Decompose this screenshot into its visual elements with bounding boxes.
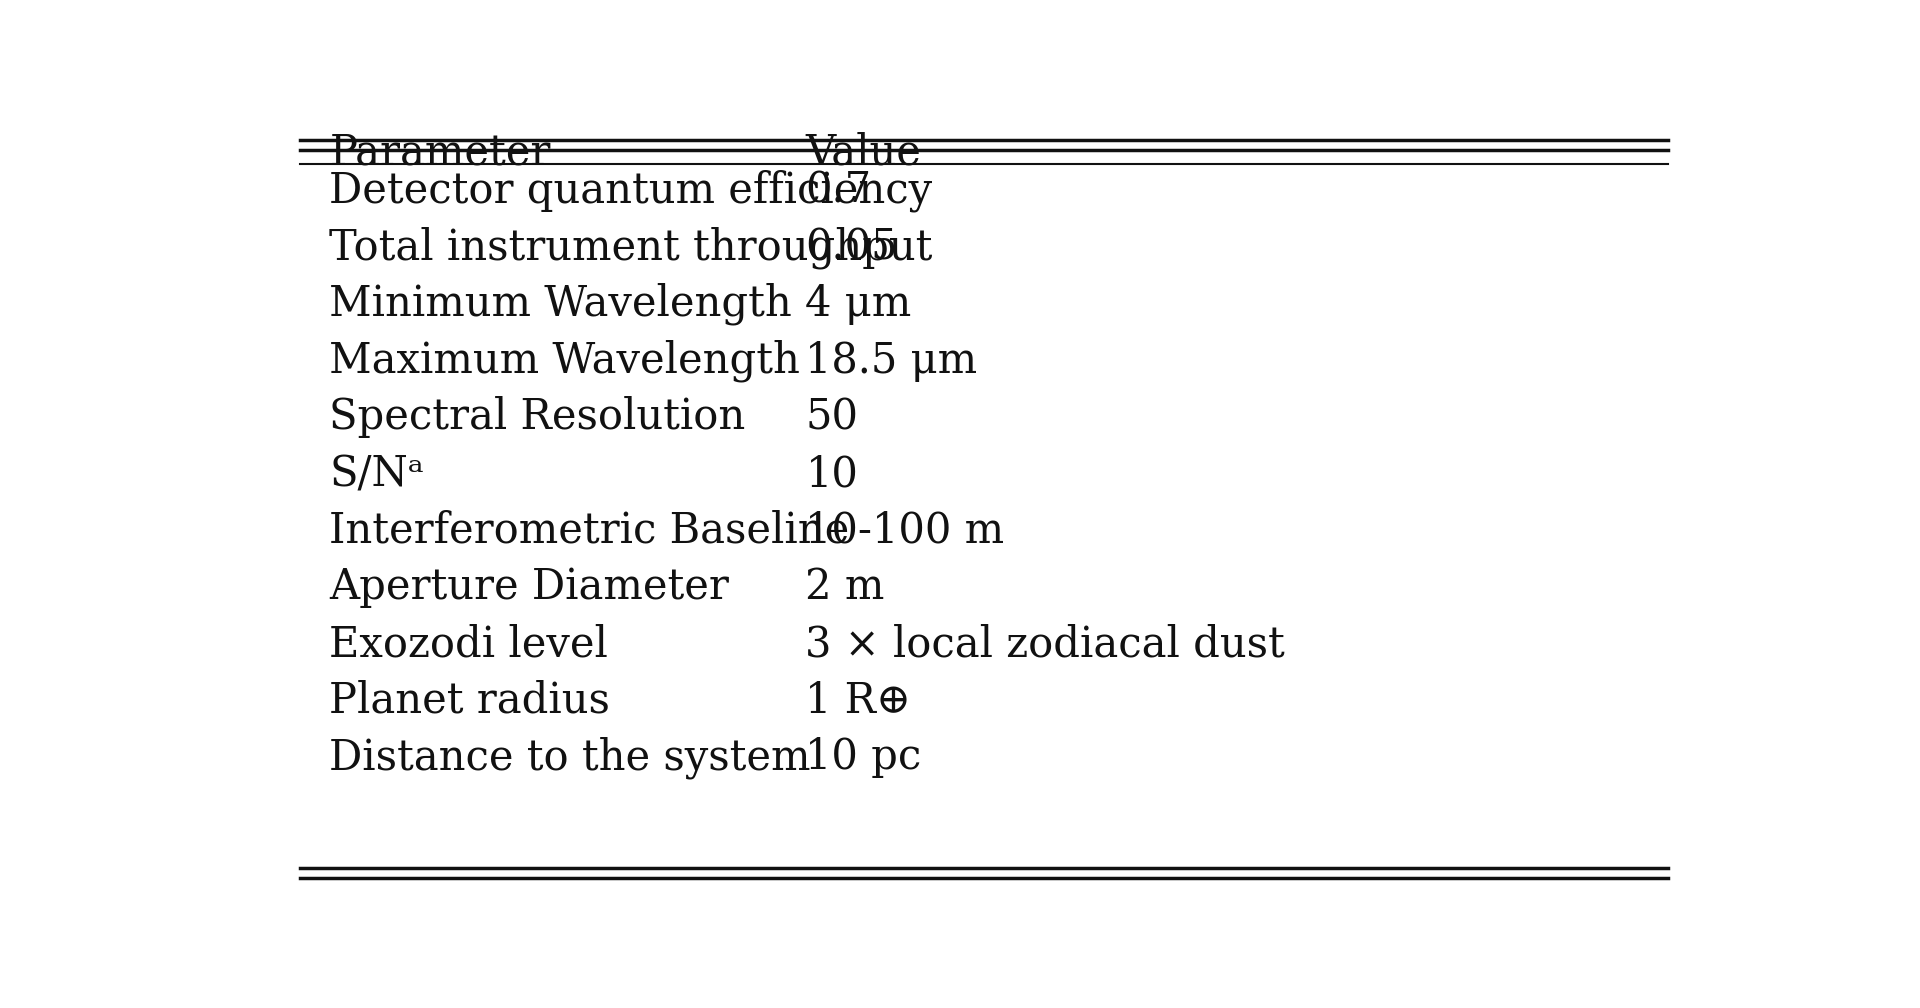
Text: 10: 10 <box>806 454 858 495</box>
Text: Maximum Wavelength: Maximum Wavelength <box>330 340 801 382</box>
Text: Exozodi level: Exozodi level <box>330 623 609 665</box>
Text: Parameter: Parameter <box>330 131 551 173</box>
Text: Value: Value <box>806 131 922 173</box>
Text: 10-100 m: 10-100 m <box>806 510 1004 551</box>
Text: Planet radius: Planet radius <box>330 679 611 722</box>
Text: 18.5 μm: 18.5 μm <box>806 340 977 382</box>
Text: 50: 50 <box>806 396 858 438</box>
Text: Total instrument throughput: Total instrument throughput <box>330 226 933 269</box>
Text: Distance to the system: Distance to the system <box>330 736 810 778</box>
Text: Minimum Wavelength: Minimum Wavelength <box>330 283 793 326</box>
Text: S/Nᵃ: S/Nᵃ <box>330 454 424 495</box>
Text: 1 R⊕: 1 R⊕ <box>806 679 912 722</box>
Text: 2 m: 2 m <box>806 566 885 609</box>
Text: Detector quantum efficiency: Detector quantum efficiency <box>330 169 933 212</box>
Text: 4 μm: 4 μm <box>806 283 912 326</box>
Text: 10 pc: 10 pc <box>806 737 922 778</box>
Text: Aperture Diameter: Aperture Diameter <box>330 566 730 609</box>
Text: 0.05: 0.05 <box>806 227 899 268</box>
Text: 3 × local zodiacal dust: 3 × local zodiacal dust <box>806 623 1284 665</box>
Text: Spectral Resolution: Spectral Resolution <box>330 396 745 438</box>
Text: 0.7: 0.7 <box>806 169 872 212</box>
Text: Interferometric Baseline: Interferometric Baseline <box>330 510 849 551</box>
